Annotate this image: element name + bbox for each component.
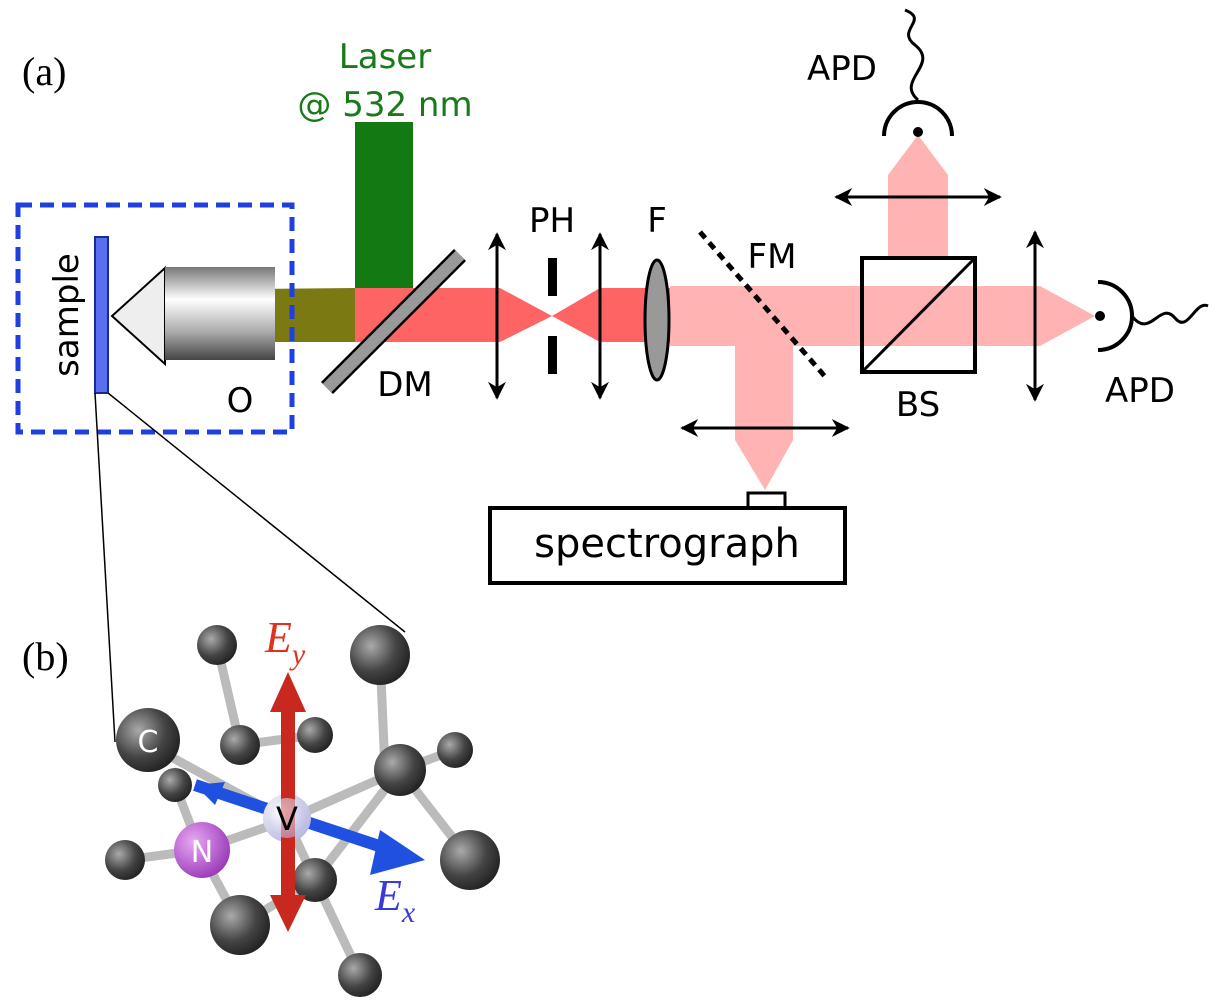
field-subscript: y <box>289 638 306 671</box>
fm-label: FM <box>748 237 797 277</box>
field-label: Ex <box>374 871 416 929</box>
ey-arrow <box>270 672 306 712</box>
ph-label: PH <box>529 201 575 241</box>
bs-label: BS <box>896 385 940 425</box>
zoom-line <box>108 393 405 632</box>
field-symbol: E <box>374 871 402 920</box>
sample <box>95 237 108 393</box>
atom-label: N <box>191 835 213 870</box>
panel-label: (b) <box>22 634 69 679</box>
objective-label: O <box>227 381 254 421</box>
zoom-line <box>95 393 115 742</box>
laser-label: Laser <box>339 37 431 77</box>
f-label: F <box>647 201 667 241</box>
diagram: (a) Laser @ 532 nm sample O DM PH F FM B… <box>0 0 1209 1002</box>
laser-label: @ 532 nm <box>297 85 472 125</box>
objective-tip <box>112 268 165 364</box>
panel-label: (a) <box>22 49 66 94</box>
field-label: Ey <box>264 613 306 671</box>
beam <box>735 346 793 490</box>
apd-label: APD <box>1105 371 1175 411</box>
field-symbol: E <box>264 613 292 662</box>
detector <box>913 127 923 137</box>
field-subscript: x <box>401 896 416 929</box>
pinhole <box>548 258 557 296</box>
spectrograph-label: spectrograph <box>534 521 800 567</box>
apd-label: APD <box>807 49 877 89</box>
dm-label: DM <box>377 365 433 405</box>
ey-arrow <box>270 895 306 932</box>
detector <box>1095 311 1105 321</box>
filter <box>645 260 669 380</box>
wire <box>1132 305 1208 324</box>
pinhole <box>548 336 557 374</box>
atom-label: C <box>138 725 159 760</box>
spectrograph-slit <box>748 493 785 508</box>
atom-label: V <box>276 800 298 838</box>
ex-arrow <box>370 830 425 875</box>
objective <box>165 267 275 360</box>
sample-label: sample <box>47 253 87 377</box>
wire <box>905 10 923 100</box>
beam <box>670 286 1095 346</box>
